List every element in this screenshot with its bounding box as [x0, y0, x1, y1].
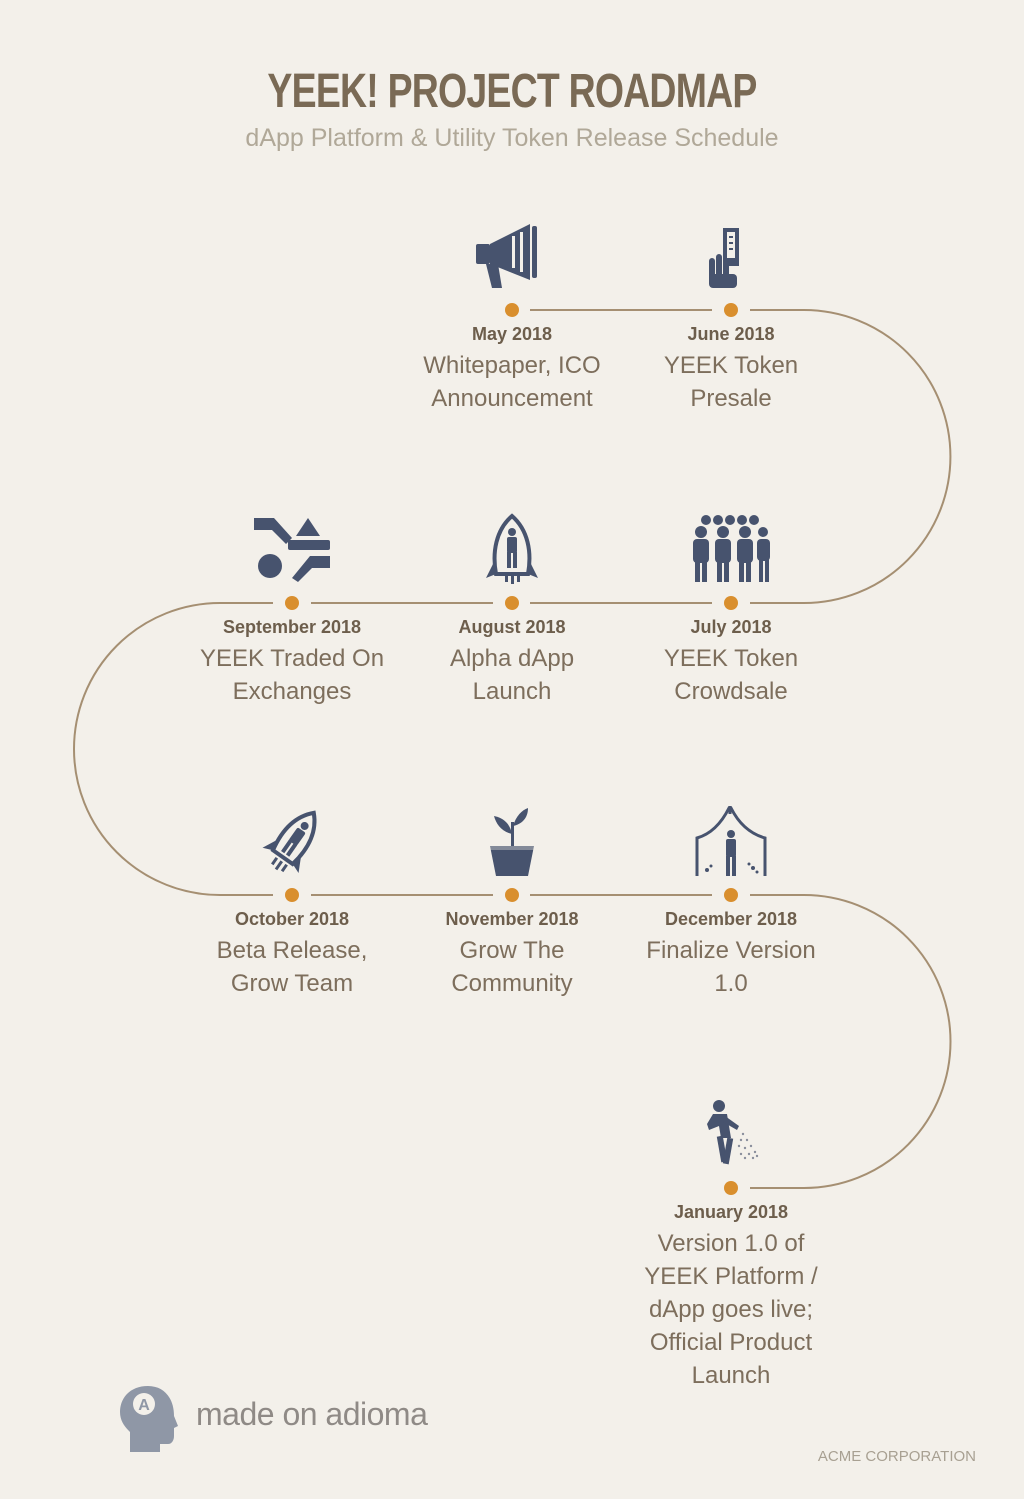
milestone-june-2018: June 2018 YEEK Token Presale [616, 323, 846, 415]
milestone-date: January 2018 [673, 1202, 789, 1222]
milestone-date: May 2018 [471, 324, 553, 344]
hand-ticket-icon [709, 228, 739, 288]
person-spraying-icon [707, 1100, 759, 1165]
plant-pot-icon [490, 808, 534, 876]
stage-presenter-icon [695, 806, 767, 876]
milestone-label: YEEK Token Presale [663, 352, 799, 412]
milestone-dot [505, 303, 519, 317]
milestone-july-2018: July 2018 YEEK Token Crowdsale [616, 616, 846, 708]
milestone-dot [285, 888, 299, 902]
crowd-icon [693, 515, 770, 582]
corporation-name: ACME CORPORATION [817, 1448, 976, 1465]
milestone-label: Beta Release, Grow Team [216, 937, 368, 997]
milestone-dot [724, 888, 738, 902]
milestone-dot [724, 596, 738, 610]
milestone-label: Alpha dApp Launch [449, 645, 575, 705]
milestone-date: November 2018 [445, 909, 579, 929]
milestone-january-2018: January 2018 Version 1.0 of YEEK Platfor… [616, 1201, 846, 1392]
page-subtitle: dApp Platform & Utility Token Release Sc… [245, 124, 779, 152]
milestone-dot [724, 303, 738, 317]
milestone-date: September 2018 [222, 617, 362, 637]
megaphone-icon [476, 224, 537, 288]
rocket-person-icon [486, 513, 538, 584]
milestone-november-2018: November 2018 Grow The Community [397, 908, 627, 1000]
milestone-label: Finalize Version 1.0 [646, 937, 816, 997]
milestone-date: December 2018 [664, 909, 798, 929]
milestone-december-2018: December 2018 Finalize Version 1.0 [616, 908, 846, 1000]
page-title: YEEK! PROJECT ROADMAP [267, 65, 757, 118]
milestone-dot [285, 596, 299, 610]
exchange-hands-icon [254, 518, 330, 582]
milestone-dot [724, 1181, 738, 1195]
adioma-logo[interactable]: A [116, 1382, 180, 1454]
milestone-date: June 2018 [687, 324, 775, 344]
milestone-august-2018: August 2018 Alpha dApp Launch [397, 616, 627, 708]
milestone-date: October 2018 [234, 909, 350, 929]
milestone-label: Version 1.0 of YEEK Platform / dApp goes… [644, 1230, 818, 1389]
milestone-may-2018: May 2018 Whitepaper, ICO Announcement [397, 323, 627, 415]
milestone-date: August 2018 [458, 617, 566, 637]
milestone-date: July 2018 [690, 617, 772, 637]
svg-text:A: A [138, 1397, 150, 1414]
rocket-launch-icon [262, 810, 317, 874]
milestone-october-2018: October 2018 Beta Release, Grow Team [177, 908, 407, 1000]
milestone-label: Whitepaper, ICO Announcement [423, 352, 601, 412]
milestone-label: YEEK Traded On Exchanges [199, 645, 385, 705]
milestone-dot [505, 888, 519, 902]
milestone-label: YEEK Token Crowdsale [663, 645, 799, 705]
milestone-september-2018: September 2018 YEEK Traded On Exchanges [177, 616, 407, 708]
milestone-label: Grow The Community [451, 937, 573, 997]
milestone-dot [505, 596, 519, 610]
brand-text[interactable]: made on adioma [196, 1396, 428, 1432]
